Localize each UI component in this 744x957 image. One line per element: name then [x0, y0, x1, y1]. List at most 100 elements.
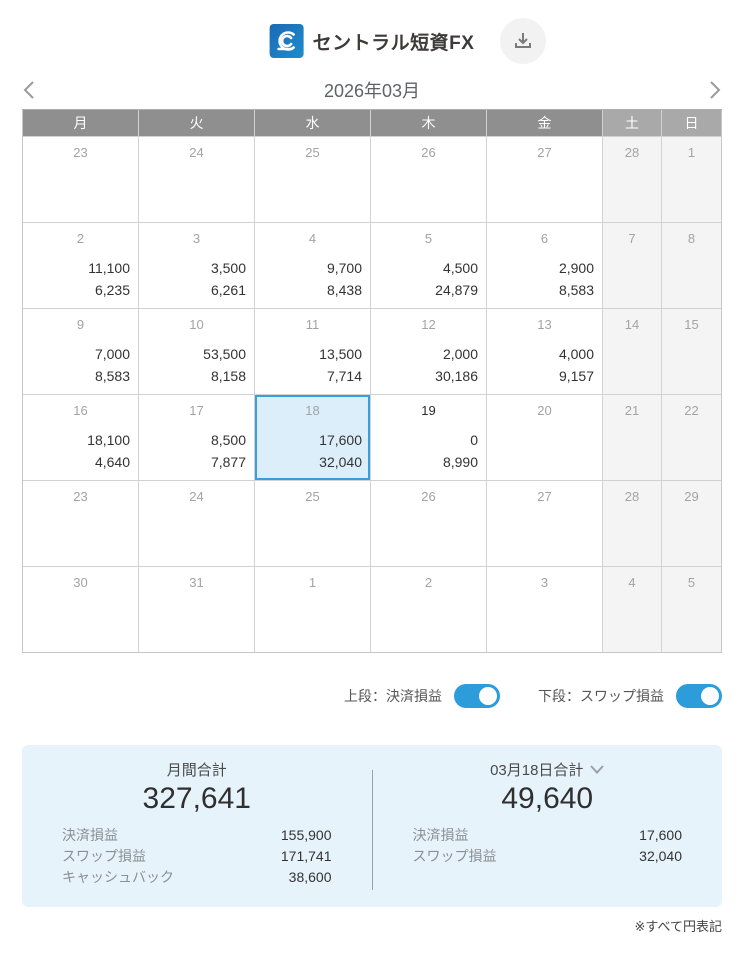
calendar-day-cell[interactable]: 22 [662, 395, 721, 480]
calendar-day-cell[interactable]: 3 3,500 6,261 [139, 223, 254, 308]
lower-row-toggle[interactable] [676, 684, 722, 708]
summary-row: スワップ損益 171,741 [62, 846, 332, 867]
calendar-day-cell[interactable]: 23 [23, 137, 138, 222]
lower-value: 6,261 [210, 282, 246, 298]
calendar-day-cell[interactable]: 16 18,100 4,640 [23, 395, 138, 480]
summary-row: 決済損益 155,900 [62, 825, 332, 846]
monthly-total: 327,641 [142, 782, 251, 815]
day-number: 12 [421, 317, 436, 332]
day-number: 5 [424, 231, 433, 246]
currency-note: ※すべて円表記 [634, 919, 722, 934]
calendar-day-cell[interactable]: 6 2,900 8,583 [487, 223, 602, 308]
calendar-day-cell[interactable]: 20 [487, 395, 602, 480]
calendar-day-cell[interactable]: 7 [603, 223, 661, 308]
day-number: 6 [540, 231, 549, 246]
day-number: 4 [628, 575, 636, 590]
calendar-day-cell[interactable]: 21 [603, 395, 661, 480]
calendar-day-cell[interactable]: 9 7,000 8,583 [23, 309, 138, 394]
chevron-right-icon [710, 81, 721, 99]
calendar-day-cell[interactable]: 17 8,500 7,877 [139, 395, 254, 480]
calendar-day-cell[interactable]: 1 [255, 567, 370, 652]
calendar-day-cell[interactable]: 1 [662, 137, 721, 222]
upper-value: 11,100 [88, 260, 130, 276]
calendar-day-cell[interactable]: 2 11,100 6,235 [23, 223, 138, 308]
day-number: 24 [189, 489, 204, 504]
calendar-day-cell[interactable]: 2 [371, 567, 486, 652]
calendar-day-cell[interactable]: 25 [255, 481, 370, 566]
day-number: 9 [76, 317, 85, 332]
day-number: 27 [537, 489, 552, 504]
calendar-day-cell[interactable]: 27 [487, 137, 602, 222]
calendar-day-cell[interactable]: 4 [603, 567, 661, 652]
upper-value: 8,500 [210, 432, 246, 448]
calendar-day-cell[interactable]: 29 [662, 481, 721, 566]
month-nav: 2026年03月 [22, 76, 722, 104]
upper-value: 2,000 [442, 346, 478, 362]
lower-row-toggle-group: 下段：スワップ損益 [538, 684, 722, 708]
calendar-day-cell[interactable]: 14 [603, 309, 661, 394]
day-number: 25 [305, 145, 320, 160]
calendar-day-cell[interactable]: 31 [139, 567, 254, 652]
calendar-day-cell[interactable]: 8 [662, 223, 721, 308]
summary-row: 決済損益 17,600 [413, 825, 683, 846]
chevron-left-icon [23, 81, 34, 99]
upper-row-toggle-label: 上段：決済損益 [344, 688, 442, 704]
day-number: 30 [73, 575, 88, 590]
calendar-day-cell[interactable]: 24 [139, 481, 254, 566]
day-number: 21 [624, 403, 640, 418]
lower-value: 6,235 [94, 282, 130, 298]
weekday-header: 水 [255, 110, 370, 136]
summary-panel: 月間合計 327,641 決済損益 155,900 スワップ損益 171,741 キャッ… [22, 745, 722, 907]
calendar-day-cell[interactable]: 23 [23, 481, 138, 566]
calendar-day-cell[interactable]: 18 17,600 32,040 [255, 395, 370, 480]
upper-row-toggle[interactable] [454, 684, 500, 708]
lower-value: 8,158 [210, 368, 246, 384]
toggle-knob [479, 687, 497, 705]
calendar-day-cell[interactable]: 10 53,500 8,158 [139, 309, 254, 394]
calendar-day-cell[interactable]: 5 4,500 24,879 [371, 223, 486, 308]
download-button[interactable] [500, 18, 546, 64]
summary-row-label: スワップ損益 [62, 848, 146, 864]
weekday-header: 金 [487, 110, 602, 136]
calendar-day-cell[interactable]: 25 [255, 137, 370, 222]
lower-value: 8,990 [442, 454, 478, 470]
lower-value: 7,877 [210, 454, 246, 470]
calendar-day-cell[interactable]: 26 [371, 137, 486, 222]
calendar-day-cell[interactable]: 28 [603, 137, 661, 222]
summary-row-value: 17,600 [639, 827, 682, 843]
calendar-day-cell[interactable]: 5 [662, 567, 721, 652]
calendar-day-cell[interactable]: 4 9,700 8,438 [255, 223, 370, 308]
calendar-day-cell[interactable]: 11 13,500 7,714 [255, 309, 370, 394]
day-number: 19 [421, 403, 436, 418]
summary-row-label: 決済損益 [62, 827, 118, 843]
calendar-day-cell[interactable]: 15 [662, 309, 721, 394]
day-number: 22 [684, 403, 699, 418]
calendar-day-cell[interactable]: 24 [139, 137, 254, 222]
brand-logo-text: セントラル短資FX [312, 32, 475, 54]
next-month-button[interactable] [698, 78, 722, 102]
day-number: 23 [73, 145, 88, 160]
calendar-day-cell[interactable]: 26 [371, 481, 486, 566]
day-number: 31 [189, 575, 204, 590]
calendar-day-cell[interactable]: 13 4,000 9,157 [487, 309, 602, 394]
summary-row-value: 171,741 [280, 848, 332, 864]
chevron-down-icon [590, 764, 605, 774]
day-number: 1 [687, 145, 696, 160]
daily-summary-caret-button[interactable] [590, 764, 605, 774]
calendar-day-cell[interactable]: 19 0 8,990 [371, 395, 486, 480]
calendar-day-cell[interactable]: 30 [23, 567, 138, 652]
prev-month-button[interactable] [22, 78, 46, 102]
day-number: 15 [684, 317, 699, 332]
calendar-day-cell[interactable]: 3 [487, 567, 602, 652]
calendar-day-cell[interactable]: 28 [603, 481, 661, 566]
calendar-day-cell[interactable]: 27 [487, 481, 602, 566]
lower-value: 9,157 [558, 368, 594, 384]
summary-row-label: スワップ損益 [412, 848, 497, 864]
upper-value: 13,500 [319, 346, 362, 362]
summary-row: キャッシュバック 38,600 [62, 867, 332, 888]
summary-row-value: 32,040 [639, 848, 682, 864]
upper-value: 3,500 [210, 260, 246, 276]
day-number: 16 [73, 403, 88, 418]
day-number: 5 [687, 575, 696, 590]
calendar-day-cell[interactable]: 12 2,000 30,186 [371, 309, 486, 394]
